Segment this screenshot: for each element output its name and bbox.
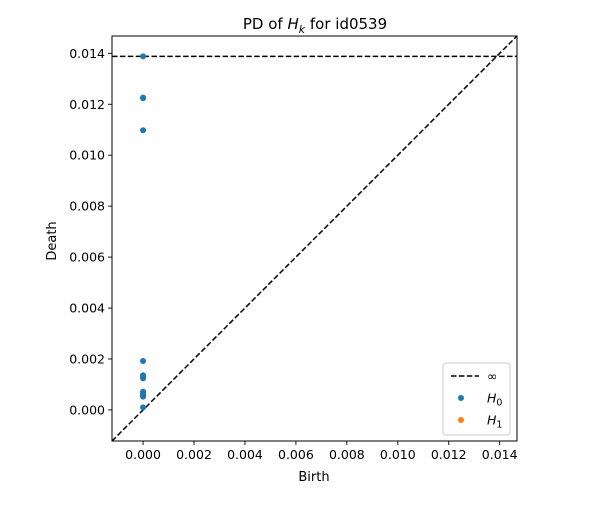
h0-point <box>140 393 147 400</box>
x-tick-label: 0.014 <box>482 447 518 462</box>
plot-content <box>112 36 517 441</box>
h0-point <box>140 127 147 134</box>
legend-h1-label: H1 <box>487 413 502 431</box>
y-axis-label: Death <box>45 221 60 260</box>
legend: ∞ H0 H1 <box>442 362 511 436</box>
plot-frame <box>111 35 518 442</box>
plot-area: 0.000 0.002 0.004 0.006 0.008 0.010 0.012 0.014… <box>69 35 518 462</box>
y-tick-label: 0.006 <box>69 250 105 265</box>
chart-title: PD of Hk for id0539 <box>243 15 387 36</box>
x-axis-label: Birth <box>298 470 329 485</box>
y-tick-label: 0.000 <box>69 402 105 417</box>
x-tick-label: 0.000 <box>125 447 161 462</box>
x-tick-label: 0.004 <box>227 447 263 462</box>
x-tick-label: 0.002 <box>176 447 212 462</box>
legend-h0-swatch <box>458 395 464 401</box>
h0-point <box>140 358 147 365</box>
y-tick-label: 0.010 <box>69 148 105 163</box>
h0-point <box>140 404 147 411</box>
x-tick-label: 0.010 <box>380 447 416 462</box>
legend-box <box>442 362 511 436</box>
diagonal-line <box>112 36 517 441</box>
y-tick-label: 0.014 <box>69 46 105 61</box>
h0-point <box>140 53 147 60</box>
x-tick-label: 0.008 <box>329 447 365 462</box>
y-tick-label: 0.012 <box>69 97 105 112</box>
y-tick-label: 0.008 <box>69 199 105 214</box>
h0-point <box>140 95 147 102</box>
legend-h1-swatch <box>458 417 464 423</box>
y-tick-label: 0.004 <box>69 301 105 316</box>
legend-inf-label: ∞ <box>487 369 497 384</box>
x-tick-label: 0.012 <box>431 447 467 462</box>
legend-h0-label: H0 <box>487 391 502 409</box>
y-tick-label: 0.002 <box>69 351 105 366</box>
x-tick-label: 0.006 <box>278 447 314 462</box>
h0-point <box>140 375 147 382</box>
